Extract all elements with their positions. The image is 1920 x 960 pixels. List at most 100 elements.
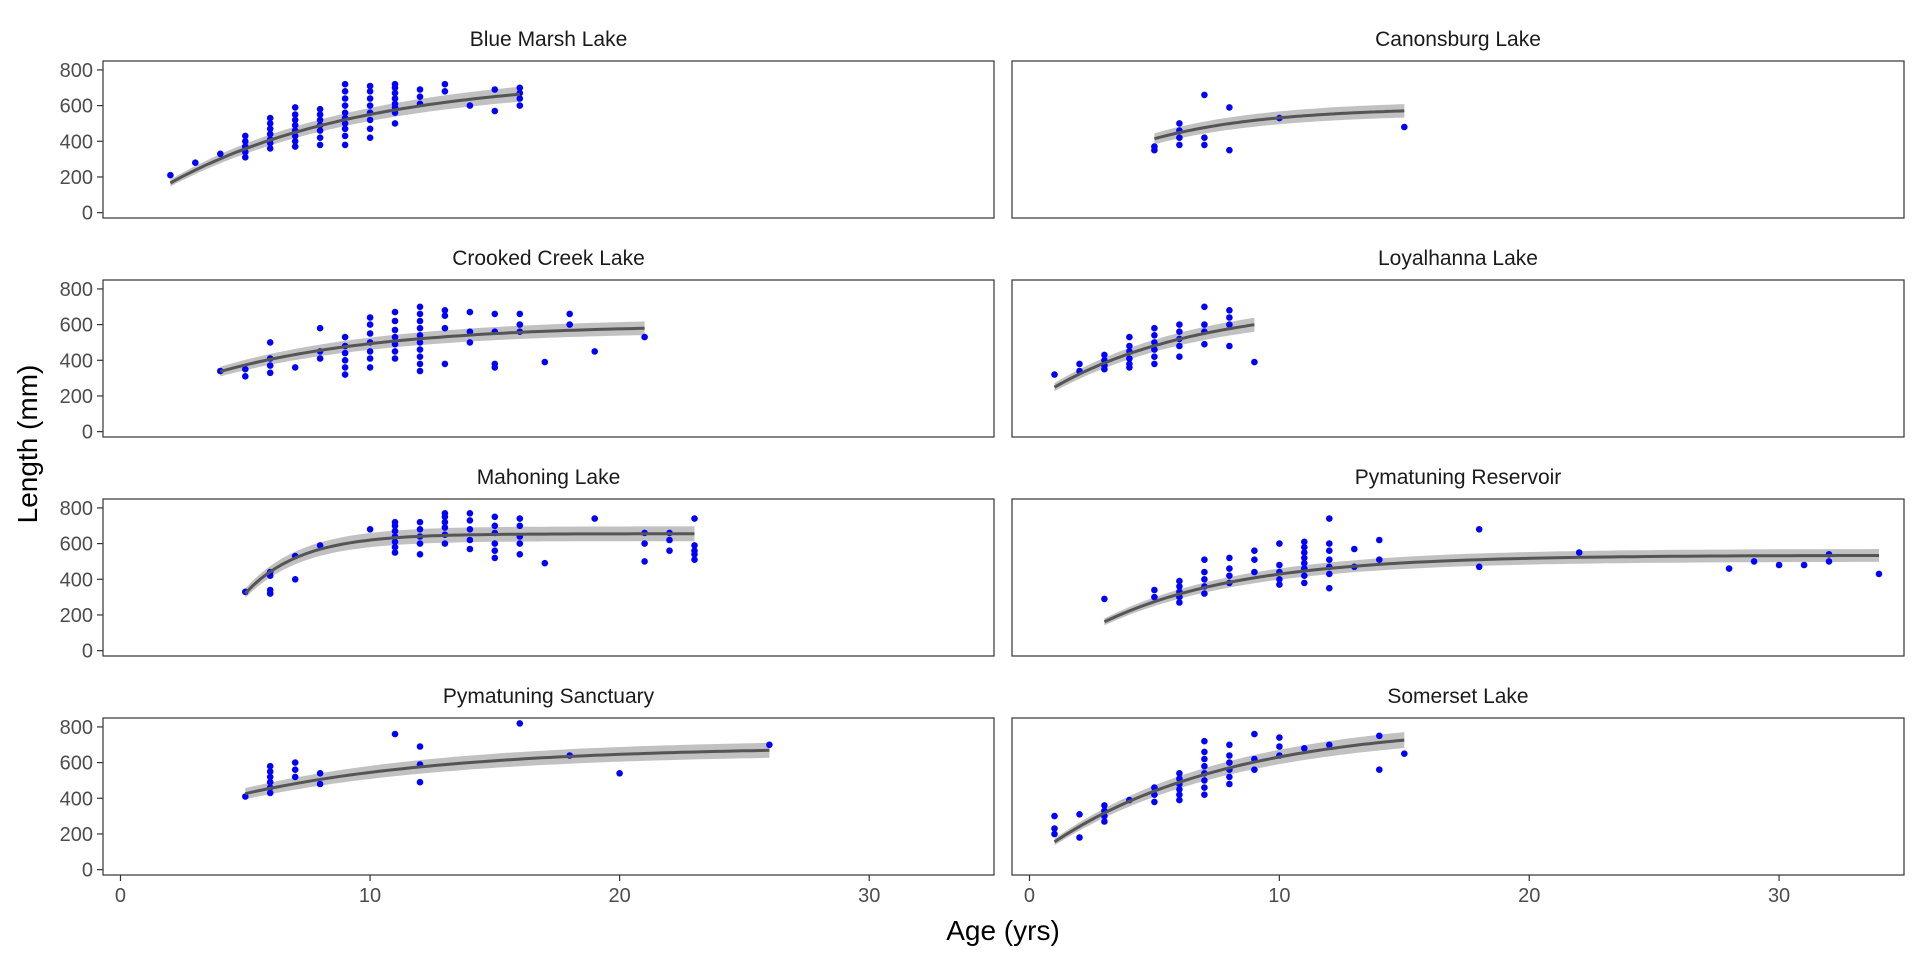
data-point [1151, 143, 1158, 150]
data-point [591, 348, 598, 355]
panel-border [1011, 279, 1905, 438]
data-point [441, 540, 449, 547]
data-point [1151, 353, 1158, 361]
data-point [266, 120, 274, 127]
data-point [416, 332, 424, 339]
x-tick-label: 10 [359, 885, 381, 907]
panel-border [1011, 60, 1905, 219]
data-point [1151, 324, 1158, 332]
data-point [316, 134, 324, 141]
data-point [1176, 353, 1183, 361]
data-point [1276, 576, 1283, 583]
y-tick-label: 400 [60, 131, 93, 153]
data-point [1076, 360, 1083, 368]
data-point [1326, 547, 1333, 554]
data-point [1226, 146, 1233, 154]
confidence-band [1154, 104, 1405, 145]
data-point [416, 324, 424, 332]
data-point [291, 111, 299, 118]
panel-title: Blue Marsh Lake [470, 28, 628, 51]
data-point [391, 527, 399, 535]
data-point [1201, 576, 1208, 583]
data-point [266, 362, 274, 369]
data-point [491, 522, 499, 530]
data-point [391, 333, 399, 341]
panel-title: Somerset Lake [1387, 685, 1528, 708]
data-point [316, 770, 324, 777]
data-point [266, 114, 274, 122]
data-point [516, 515, 524, 522]
data-point [541, 559, 549, 567]
data-point [366, 355, 374, 362]
data-point [391, 317, 399, 325]
data-point [466, 517, 474, 524]
data-point [1226, 554, 1233, 562]
data-point [1151, 798, 1158, 806]
data-point [391, 308, 399, 316]
data-point [366, 82, 374, 90]
data-point [466, 510, 474, 517]
data-point [416, 339, 424, 346]
data-point [466, 308, 474, 316]
panel-title: Pymatuning Sanctuary [443, 685, 655, 708]
data-point [366, 88, 374, 95]
data-point [1201, 321, 1208, 328]
data-point [1251, 358, 1258, 366]
data-point [1226, 572, 1233, 579]
data-point [1201, 762, 1208, 770]
y-tick-label: 400 [60, 788, 93, 810]
data-point [266, 789, 274, 797]
data-point [341, 141, 349, 149]
data-point [1276, 561, 1283, 569]
data-point [1176, 141, 1183, 149]
confidence-band [1054, 732, 1405, 846]
data-point [1301, 538, 1308, 546]
x-tick-label: 30 [858, 885, 880, 907]
y-tick-label: 800 [60, 498, 93, 520]
data-point [1051, 830, 1058, 838]
data-point [1201, 748, 1208, 756]
data-point [1226, 565, 1233, 572]
data-point [1076, 811, 1083, 818]
data-point [441, 307, 449, 314]
y-tick-label: 200 [60, 605, 93, 627]
data-point [516, 321, 524, 328]
data-point [491, 86, 499, 93]
x-tick-label: 0 [1024, 885, 1035, 907]
panel-title: Canonsburg Lake [1375, 28, 1541, 51]
panel: Pymatuning Reservoir [1011, 466, 1905, 657]
confidence-band [1054, 317, 1255, 392]
data-point [466, 526, 474, 533]
data-point [291, 104, 299, 111]
data-point [291, 576, 299, 583]
data-point [266, 145, 274, 152]
data-point [1176, 321, 1183, 328]
y-tick-label: 600 [60, 315, 93, 337]
data-point [192, 159, 199, 166]
y-tick-label: 0 [82, 203, 93, 225]
data-point [566, 321, 573, 328]
data-point [416, 317, 424, 325]
data-point [591, 515, 598, 522]
data-point [491, 310, 499, 318]
data-point [291, 121, 299, 129]
data-point [416, 551, 424, 558]
data-point [316, 141, 324, 149]
fit-curve [169, 92, 520, 185]
data-point [1176, 599, 1183, 606]
data-point [391, 730, 399, 738]
data-point [566, 310, 573, 318]
data-point [1326, 584, 1333, 592]
x-tick-label: 20 [609, 885, 631, 907]
data-point [1126, 333, 1133, 341]
panel-title: Loyalhanna Lake [1378, 247, 1538, 270]
data-point [666, 536, 673, 544]
data-point [266, 768, 274, 775]
data-point [391, 549, 399, 556]
y-tick-label: 200 [60, 824, 93, 846]
y-tick-label: 600 [60, 753, 93, 775]
fit-curve [1053, 323, 1255, 389]
confidence-band [245, 742, 770, 800]
data-point [366, 102, 374, 109]
